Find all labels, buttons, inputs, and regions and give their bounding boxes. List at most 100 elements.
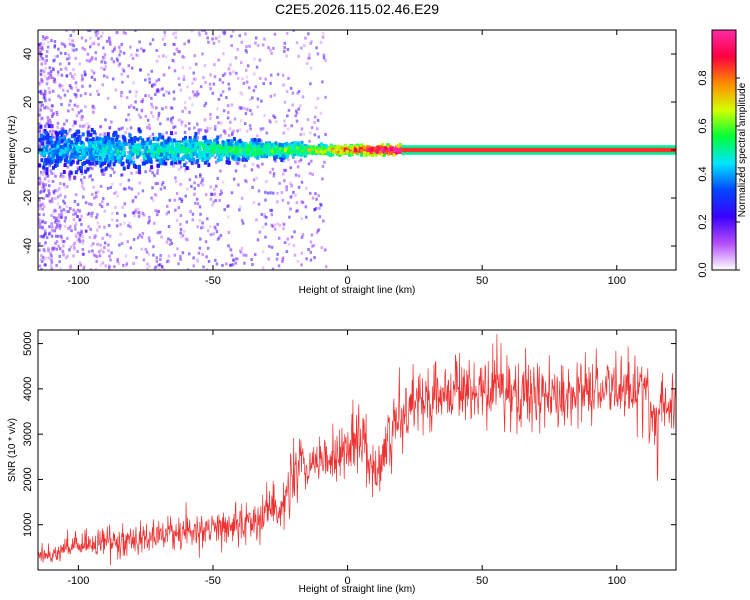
spectrogram-cell: [366, 152, 370, 157]
spectrogram-cell: [184, 106, 187, 110]
spectrogram-cell: [138, 181, 141, 185]
spectrogram-cell: [114, 149, 118, 154]
spectrogram-cell: [234, 146, 238, 151]
spectrogram-cell: [54, 226, 58, 230]
spectrogram-cell: [116, 259, 119, 263]
spectrogram-cell: [128, 133, 132, 138]
spectrogram-cell: [74, 233, 78, 237]
spectrogram-cell: [68, 144, 72, 149]
spectrogram-cell: [232, 177, 236, 181]
spectrogram-cell: [139, 151, 143, 156]
spectrogram-cell: [90, 192, 94, 196]
spectrogram-cell: [89, 93, 92, 97]
spectrogram-cell: [179, 182, 182, 186]
spectrogram-cell: [389, 150, 393, 155]
spectrogram-cell: [186, 148, 190, 153]
spectrogram-cell: [315, 230, 319, 234]
spectrogram-cell: [195, 62, 198, 66]
spectrogram-cell: [103, 53, 107, 57]
spectrogram-cell: [106, 186, 110, 190]
spectrogram-cell: [66, 254, 69, 258]
spectrogram-cell: [43, 231, 47, 235]
spectrogram-cell: [44, 158, 48, 163]
spectrogram-cell: [150, 69, 153, 73]
spectrogram-cell: [318, 206, 321, 210]
spectrogram-cell: [39, 179, 42, 183]
spectrogram-cell: [71, 150, 75, 155]
spectrogram-cell: [227, 111, 230, 115]
spectrogram-cell: [106, 202, 109, 206]
spectrogram-cell: [104, 61, 107, 65]
spectrogram-cell: [234, 169, 238, 173]
spectrogram-cell: [204, 101, 208, 105]
spectrogram-cell: [209, 116, 212, 120]
spectrogram-cell: [56, 125, 59, 129]
spectrogram-cell: [61, 249, 65, 253]
spectrogram-cell: [128, 90, 132, 94]
spectrogram-cell: [180, 120, 184, 124]
spectrogram-cell: [211, 37, 214, 41]
spectrogram-cell: [132, 262, 135, 266]
spectrogram-cell: [201, 30, 204, 32]
spectrogram-cell: [54, 219, 58, 223]
spectrogram-cell: [92, 253, 96, 257]
spectrogram-cell: [315, 145, 319, 150]
spectrogram-cell: [249, 109, 252, 113]
spectrogram-cell: [194, 151, 198, 156]
spectrogram-cell: [39, 117, 43, 121]
spectrogram-cell: [157, 78, 161, 82]
spectrogram-cell: [205, 158, 209, 163]
spectrogram-cell: [148, 80, 152, 84]
spectrogram-cell: [52, 68, 55, 72]
spectrogram-cell: [163, 143, 167, 148]
spectrogram-cell: [199, 212, 202, 216]
spectrogram-cell: [57, 140, 61, 145]
spectrogram-cell: [197, 142, 201, 147]
spectrogram-cell: [121, 144, 125, 149]
spectrogram-cell: [216, 107, 219, 111]
spectrogram-cell: [255, 65, 259, 69]
spectrogram-cell: [49, 136, 53, 141]
spectrogram-cell: [80, 36, 84, 40]
spectrogram-cell: [108, 38, 111, 42]
spectrogram-cell: [199, 128, 203, 132]
spectrogram-cell: [243, 106, 246, 110]
spectrogram-cell: [65, 30, 68, 32]
spectrogram-cell: [80, 222, 83, 226]
spectrogram-cell: [183, 154, 187, 159]
spectrogram-cell: [151, 171, 154, 175]
spectrogram-cell: [119, 232, 122, 236]
spectrogram-cell: [236, 129, 239, 133]
spectrogram-cell: [109, 165, 112, 169]
spectrogram-cell: [257, 189, 261, 193]
spectrogram-cell: [205, 268, 209, 270]
spectrogram-cell: [103, 209, 107, 213]
spectrogram-cell: [99, 263, 103, 267]
spectrogram-cell: [155, 256, 159, 260]
spectrogram-cell: [86, 126, 90, 130]
spectrogram-cell: [132, 81, 135, 85]
spectrogram-cell: [90, 127, 94, 132]
spectrogram-cell: [50, 197, 54, 201]
spectrogram-cell: [343, 144, 347, 149]
spectrogram-cell: [136, 54, 140, 58]
spectrogram-cell: [68, 103, 71, 107]
spectrogram-cell: [49, 169, 53, 173]
spectrogram-cell: [147, 73, 150, 77]
spectrogram-cell: [202, 265, 205, 269]
spectrogram-cell: [220, 191, 223, 195]
spectrogram-cell: [101, 200, 104, 204]
spectrogram-cell: [174, 142, 178, 147]
spectrogram-cell: [148, 140, 152, 145]
spectrogram-cell: [198, 33, 201, 37]
spectrogram-cell: [43, 128, 47, 133]
spectrogram-cell: [60, 154, 64, 159]
spectrogram-cell: [218, 198, 221, 202]
spectrogram-cell: [239, 143, 243, 148]
spectrogram-cell: [159, 122, 162, 126]
spectrogram-cell: [156, 171, 159, 175]
spectrogram-cell: [110, 152, 114, 157]
spectrogram-cell: [273, 32, 277, 36]
spectrogram-cell: [119, 182, 122, 186]
spectrogram-cell: [223, 129, 226, 133]
